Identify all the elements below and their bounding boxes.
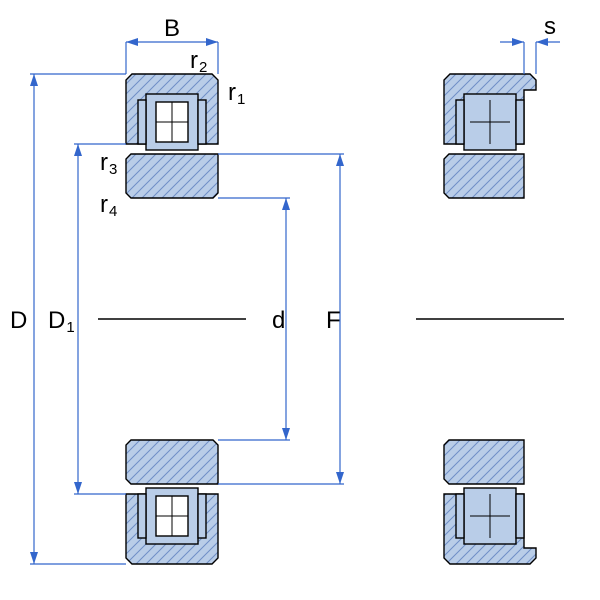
dim-label-F: F [326,307,341,334]
dim-label-B: B [164,15,180,42]
dim-label-s: s [544,13,556,40]
label-r4: r4 [100,191,117,220]
dim-label-d: d [272,307,285,334]
bearing-diagram: Bs D D1 d Fr1 r2 r3 r4 [0,0,600,600]
label-r3: r3 [100,149,117,178]
dim-label-D: D [10,307,27,334]
dim-label-D1: D1 [48,307,75,336]
label-r2: r2 [190,47,207,76]
label-r1: r1 [228,79,245,108]
